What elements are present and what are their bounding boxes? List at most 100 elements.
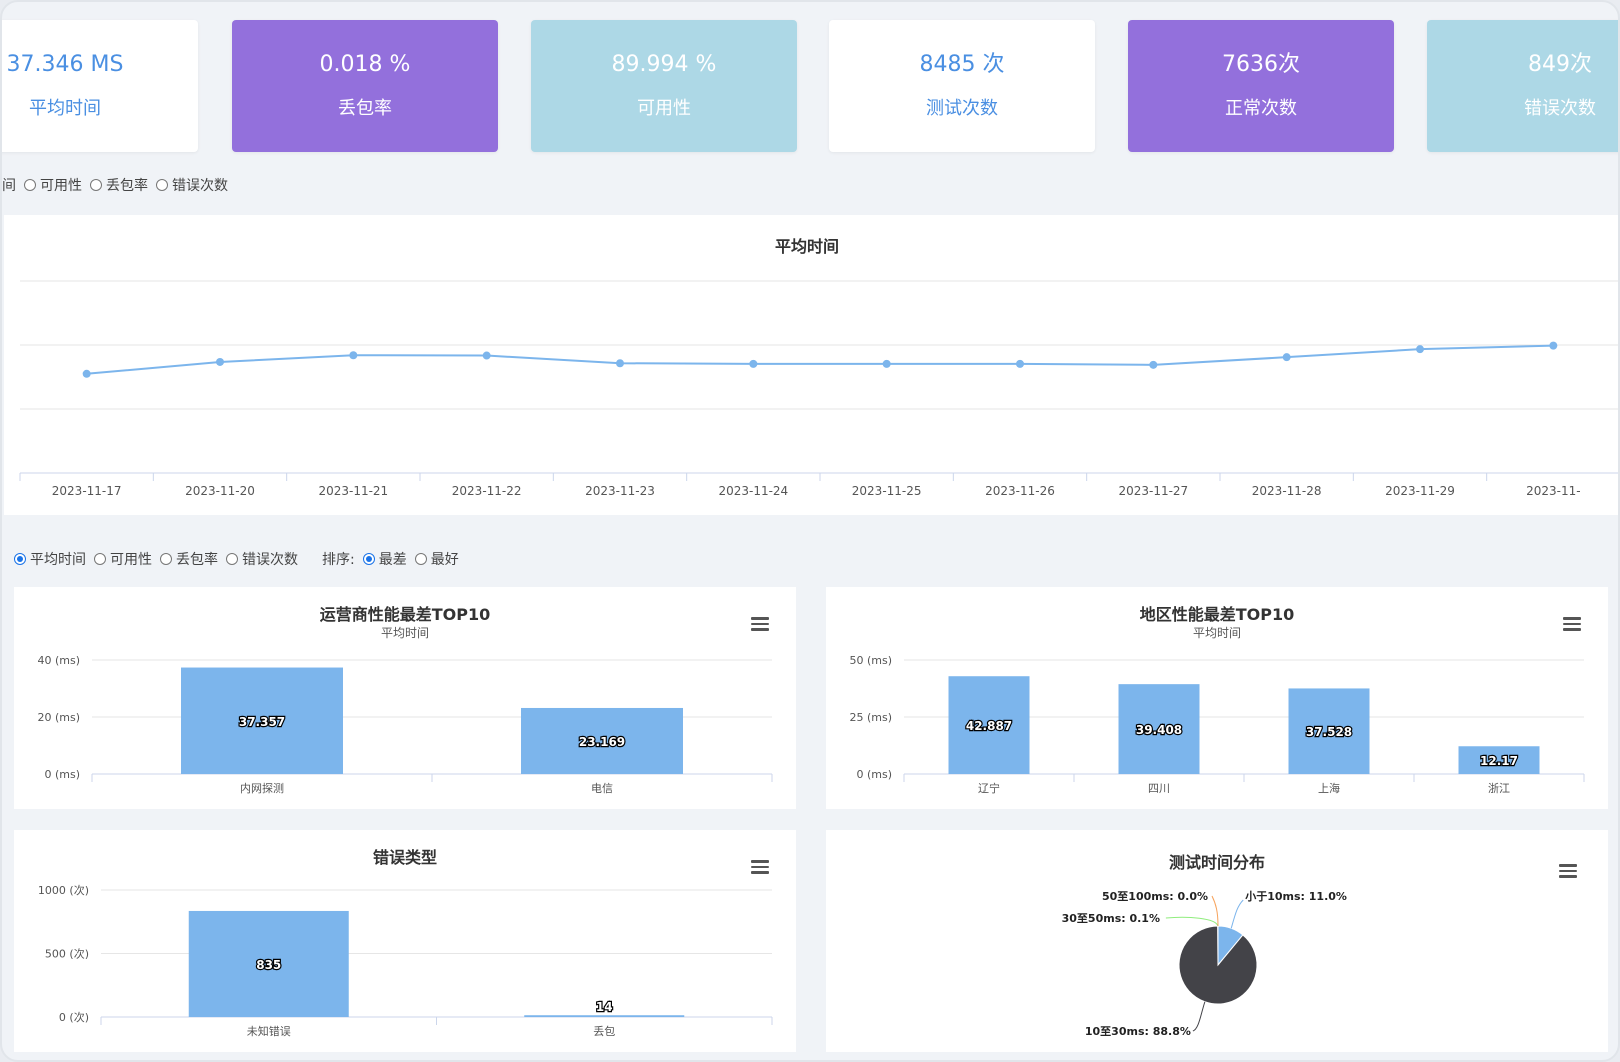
test-time-pie-chart: 小于10ms: 11.0% 10至30ms: 88.8% 30至50ms: 0.1%… [1062, 889, 1347, 1038]
radio-packet-loss[interactable] [160, 553, 172, 565]
y-tick-label: 40 (ms) [37, 654, 80, 667]
stat-label: 可用性 [637, 98, 691, 119]
data-point [349, 351, 358, 360]
y-tick-label: 20 (ms) [37, 711, 80, 724]
chart-title: 运营商性能最差TOP10 [319, 605, 491, 624]
y-tick-label: 1000 (次) [38, 883, 89, 897]
x-tick-label: 2023-11-20 [185, 484, 255, 498]
x-tick-label: 丢包 [593, 1025, 615, 1038]
stat-card-error-count: 849次 错误次数 [1427, 20, 1618, 152]
x-tick-label: 2023-11-25 [852, 484, 922, 498]
data-label: 37.357 [239, 715, 285, 729]
data-label: 12.17 [1480, 754, 1518, 768]
x-tick-label: 2023-11-29 [1385, 484, 1455, 498]
data-label: 835 [256, 958, 281, 972]
x-tick-label: 2023-11-17 [52, 484, 122, 498]
metric-option-label: 平均时间 [30, 552, 86, 568]
series-line [86, 344, 1554, 375]
chart-subtitle: 平均时间 [1192, 626, 1241, 640]
line-chart: 2023-11-17 2023-11-20 2023-11-21 2023-11-22… [19, 280, 1618, 498]
chart-menu-icon[interactable] [1563, 617, 1581, 631]
radio-avg-time[interactable] [14, 553, 26, 565]
x-tick-label: 2023-11-28 [1252, 484, 1322, 498]
stat-value: 0.018 % [319, 52, 411, 77]
stat-label: 测试次数 [926, 98, 998, 119]
stat-card-test-count: 8485 次 测试次数 [829, 20, 1095, 152]
stat-value: 849次 [1528, 52, 1592, 77]
y-tick-label: 0 (ms) [856, 768, 892, 781]
radio-packet-loss[interactable] [90, 179, 102, 191]
pie-data-label: 50至100ms: 0.0% [1102, 890, 1208, 903]
radio-error-count[interactable] [156, 179, 168, 191]
sort-option-label: 最差 [378, 552, 407, 568]
data-label: 39.408 [1136, 723, 1182, 737]
bar [948, 676, 1030, 774]
chart-menu-icon[interactable] [1559, 864, 1577, 878]
data-point [82, 369, 91, 378]
x-tick-label: 未知错误 [247, 1024, 291, 1038]
stat-card-packet-loss: 0.018 % 丢包率 [232, 20, 498, 152]
chart-menu-icon[interactable] [751, 860, 769, 874]
y-tick-label: 50 (ms) [849, 654, 892, 667]
stat-card-avg-time: 37.346 MS 平均时间 [2, 20, 198, 152]
chart-title: 地区性能最差TOP10 [1139, 605, 1295, 624]
bar [521, 707, 683, 774]
region-top10-panel: 地区性能最差TOP10 平均时间 0 (ms) 25 (ms) 50 (ms) 42.… [826, 587, 1608, 809]
metric-option-label: 丢包率 [176, 552, 218, 568]
sort-label: 排序: [322, 552, 355, 568]
stat-label: 丢包率 [338, 98, 392, 119]
bar [1118, 684, 1200, 774]
metric-option-label: 丢包率 [106, 178, 148, 194]
data-label: 23.169 [579, 735, 625, 749]
chart-menu-icon[interactable] [751, 617, 769, 631]
stat-label: 错误次数 [1524, 98, 1596, 119]
pie-data-label: 30至50ms: 0.1% [1062, 912, 1160, 925]
metric-selector-top: 间 可用性 丢包率 错误次数 [2, 175, 228, 195]
radio-availability[interactable] [94, 553, 106, 565]
x-tick-label: 浙江 [1488, 782, 1510, 795]
bar [524, 1015, 685, 1017]
data-label: 42.887 [966, 719, 1012, 733]
x-tick-label: 2023-11-24 [718, 484, 788, 498]
radio-sort-best[interactable] [414, 553, 427, 565]
x-tick-label: 辽宁 [978, 781, 1000, 795]
stat-value: 37.346 MS [6, 52, 124, 77]
chart-subtitle: 平均时间 [380, 626, 429, 640]
bar [1288, 688, 1370, 774]
y-tick-label: 0 (次) [59, 1010, 89, 1024]
chart-title: 测试时间分布 [1168, 853, 1265, 872]
x-tick-label: 2023-11-26 [985, 484, 1055, 498]
test-time-distribution-panel: 测试时间分布 小于10ms: 11.0% 10至30ms: 88.8% 30至50m… [826, 830, 1608, 1052]
pie-connector [1230, 899, 1244, 929]
pie-data-label: 小于10ms: 11.0% [1244, 889, 1347, 903]
stat-card-availability: 89.994 % 可用性 [531, 20, 797, 152]
x-tick-label: 四川 [1148, 782, 1170, 795]
carrier-bar-chart: 0 (ms) 20 (ms) 40 (ms) 37.357 内网探测 23.169 电信 [37, 654, 773, 795]
pie-connector [1165, 916, 1219, 927]
data-point [1282, 353, 1291, 362]
x-tick-label: 电信 [591, 782, 613, 795]
data-point [1149, 360, 1158, 369]
radio-error-count[interactable] [226, 553, 238, 565]
data-point [216, 357, 224, 366]
stat-label: 平均时间 [29, 98, 101, 119]
line-chart-panel: 平均时间 2023-11-17 2023-11-20 2023-11-21 2023-… [4, 215, 1618, 515]
data-point [482, 351, 491, 360]
y-tick-label: 0 (ms) [44, 768, 80, 781]
metric-option-label: 间 [2, 178, 16, 194]
metric-option-label: 可用性 [40, 178, 82, 194]
x-tick-label: 上海 [1318, 781, 1340, 795]
data-point [1016, 359, 1024, 368]
x-tick-label: 2023-11-23 [585, 484, 655, 498]
radio-availability[interactable] [24, 179, 36, 191]
data-point [882, 359, 891, 368]
y-tick-label: 25 (ms) [849, 711, 892, 724]
bar [181, 667, 343, 774]
chart-title: 错误类型 [372, 848, 437, 867]
x-tick-label: 2023-11-21 [318, 484, 388, 498]
data-label: 37.528 [1306, 725, 1352, 739]
radio-sort-worst[interactable] [362, 553, 375, 565]
region-bar-chart: 0 (ms) 25 (ms) 50 (ms) 42.887 辽宁 39.408 四川 37.5… [849, 654, 1585, 795]
data-point [1416, 345, 1424, 354]
x-tick-label: 2023-11- [1526, 484, 1580, 498]
